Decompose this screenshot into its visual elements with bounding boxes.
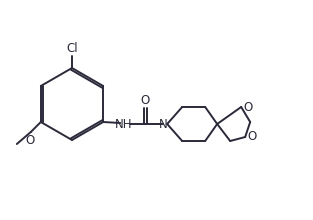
Text: O: O [141,94,150,107]
Text: NH: NH [115,117,132,130]
Text: O: O [247,130,256,143]
Text: N: N [159,117,167,130]
Text: Cl: Cl [66,42,78,55]
Text: O: O [25,134,34,147]
Text: O: O [243,101,252,114]
